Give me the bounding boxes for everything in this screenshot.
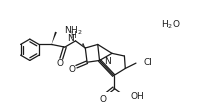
- Text: OH: OH: [130, 92, 144, 101]
- Text: Cl: Cl: [142, 58, 151, 67]
- Text: N: N: [103, 57, 110, 66]
- Text: O: O: [56, 59, 63, 68]
- Text: NH$_2$: NH$_2$: [64, 25, 82, 37]
- Polygon shape: [81, 43, 85, 48]
- Text: H$_2$O: H$_2$O: [160, 19, 179, 31]
- Polygon shape: [51, 32, 57, 44]
- Text: O: O: [68, 65, 75, 74]
- Text: O: O: [99, 95, 106, 103]
- Text: N: N: [66, 34, 73, 43]
- Text: H: H: [70, 31, 75, 40]
